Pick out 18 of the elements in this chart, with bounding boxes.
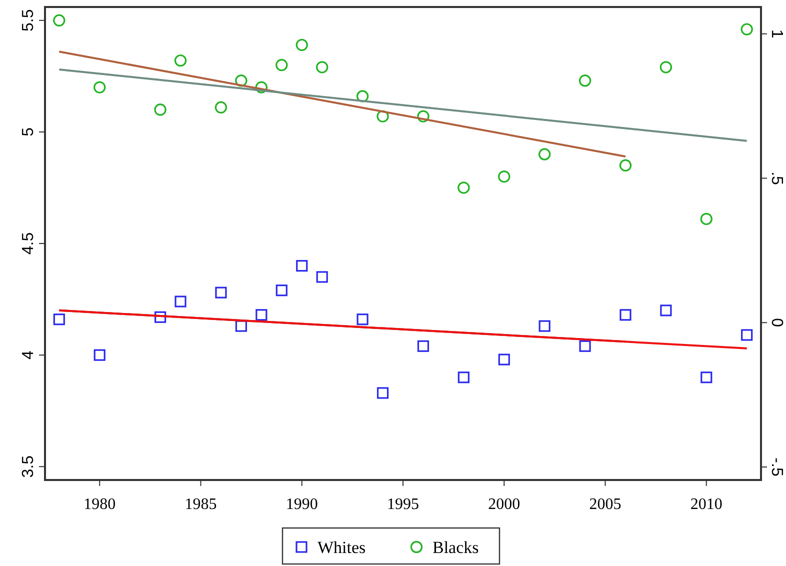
y-tick-label: 5 — [20, 127, 37, 136]
y2-tick-label: .5 — [768, 172, 785, 186]
y-tick-label: 4.5 — [20, 232, 37, 255]
x-tick-label: 1980 — [84, 496, 116, 513]
x-tick-label: 1985 — [184, 496, 217, 513]
x-tick-label: 2005 — [589, 496, 622, 513]
x-tick-label: 1995 — [387, 496, 419, 513]
y-tick-label: 4 — [20, 350, 37, 360]
x-tick-label: 2000 — [488, 496, 520, 513]
y2-tick-label: 1 — [768, 29, 785, 38]
legend-label: Blacks — [432, 538, 479, 557]
y-tick-label: 3.5 — [20, 455, 37, 478]
y2-tick-label: 0 — [768, 318, 785, 328]
x-tick-label: 1990 — [286, 496, 318, 513]
x-tick-label: 2010 — [690, 496, 722, 513]
legend-label: Whites — [318, 538, 366, 557]
y-tick-label: 5.5 — [20, 9, 37, 32]
y2-tick-label: -.5 — [768, 458, 785, 476]
